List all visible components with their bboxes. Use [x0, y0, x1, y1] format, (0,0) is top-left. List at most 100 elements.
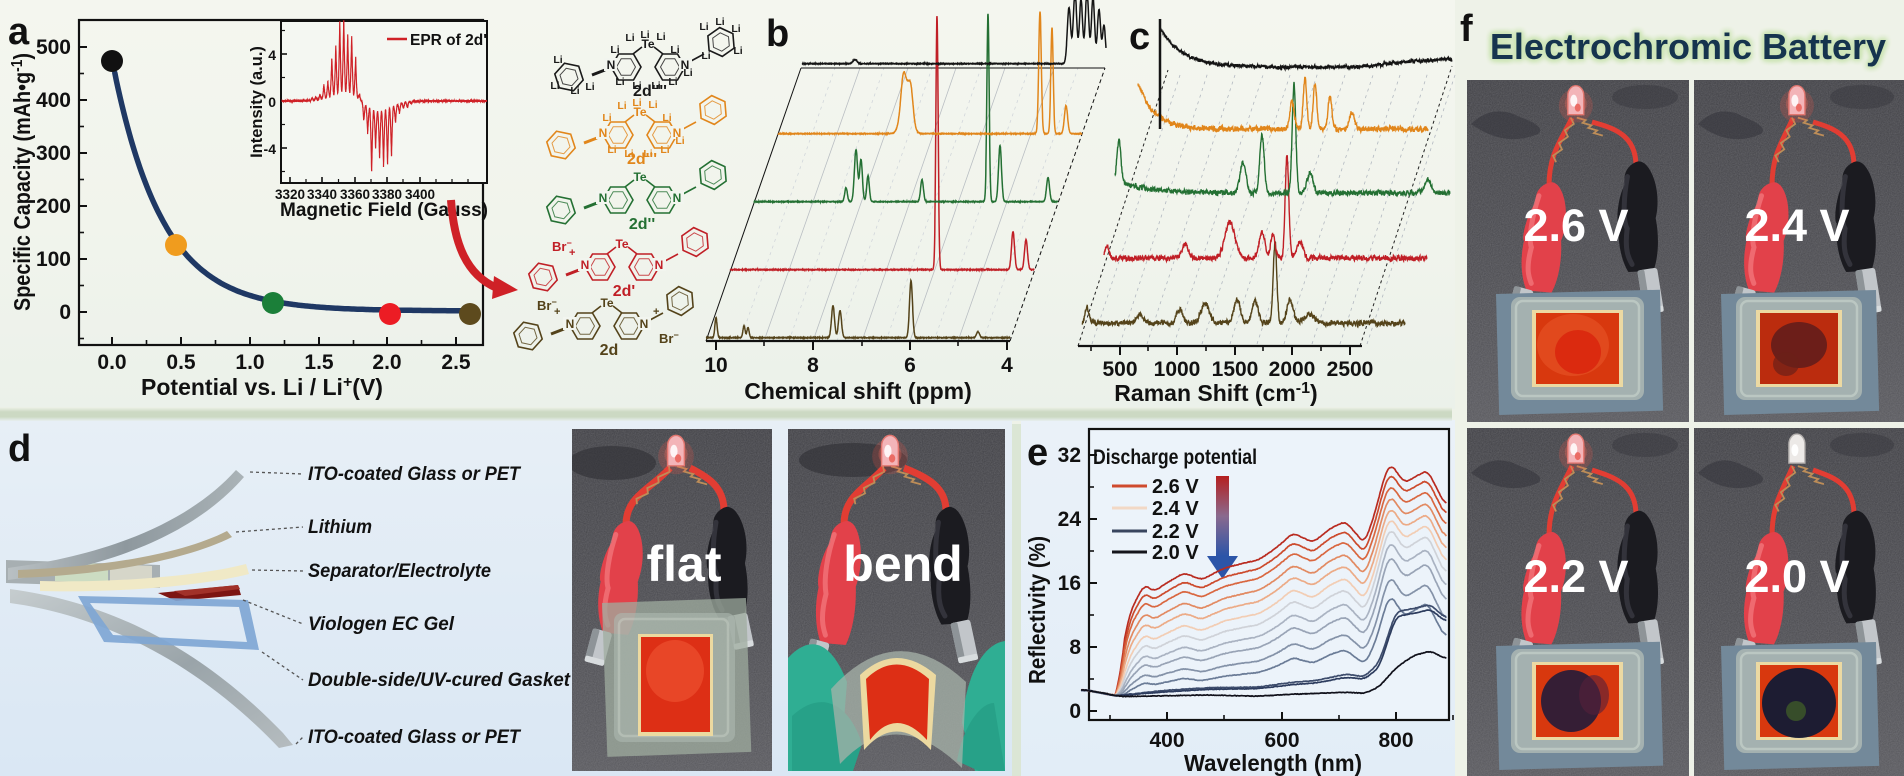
svg-text:10: 10	[704, 354, 727, 377]
svg-text:Li: Li	[660, 144, 669, 156]
svg-text:Li: Li	[625, 32, 634, 44]
svg-text:Li: Li	[675, 135, 684, 147]
svg-text:800: 800	[1378, 729, 1413, 752]
svg-text:a: a	[8, 11, 30, 53]
svg-text:0: 0	[1069, 700, 1081, 723]
svg-text:2.6 V: 2.6 V	[1152, 476, 1199, 498]
svg-text:Li: Li	[553, 54, 562, 66]
svg-text:6: 6	[904, 354, 916, 377]
svg-text:Electrochromic Battery: Electrochromic Battery	[1490, 26, 1886, 67]
svg-text:Li: Li	[640, 29, 649, 41]
svg-text:200: 200	[36, 195, 71, 218]
svg-text:Li: Li	[585, 81, 594, 93]
svg-text:Li: Li	[610, 44, 619, 56]
svg-text:2.2 V: 2.2 V	[1523, 551, 1628, 602]
svg-text:Li: Li	[615, 76, 624, 88]
svg-text:ITO-coated Glass or PET: ITO-coated Glass or PET	[308, 464, 521, 485]
svg-text:Li: Li	[715, 16, 724, 28]
svg-text:Chemical shift (ppm): Chemical shift (ppm)	[744, 378, 971, 404]
svg-text:2d'''': 2d''''	[633, 83, 667, 100]
svg-text:N: N	[607, 58, 616, 72]
svg-text:2d'': 2d''	[629, 216, 655, 233]
svg-text:bend: bend	[843, 536, 962, 592]
svg-text:Discharge potential: Discharge potential	[1093, 446, 1257, 469]
svg-text:3320: 3320	[275, 187, 305, 202]
svg-text:400: 400	[1149, 729, 1184, 752]
svg-text:-4: -4	[264, 141, 277, 157]
svg-text:2d': 2d'	[613, 283, 635, 300]
svg-text:Te: Te	[641, 37, 654, 51]
svg-text:32: 32	[1058, 444, 1081, 467]
svg-text:400: 400	[36, 89, 71, 112]
svg-text:e: e	[1027, 432, 1048, 474]
svg-text:0: 0	[268, 94, 276, 110]
svg-text:1.5: 1.5	[304, 351, 334, 374]
svg-text:3340: 3340	[307, 187, 337, 202]
svg-text:Potential vs. Li / Li+(V): Potential vs. Li / Li+(V)	[141, 374, 383, 401]
svg-text:2.4 V: 2.4 V	[1744, 200, 1849, 251]
svg-text:2.2 V: 2.2 V	[1152, 521, 1199, 543]
svg-text:0.0: 0.0	[97, 351, 126, 374]
svg-text:Te: Te	[600, 296, 613, 310]
svg-text:N: N	[655, 258, 664, 272]
svg-text:4: 4	[1001, 354, 1013, 377]
svg-text:2.4 V: 2.4 V	[1152, 498, 1199, 520]
svg-text:500: 500	[36, 36, 71, 59]
svg-text:Li: Li	[570, 85, 579, 97]
svg-text:1.0: 1.0	[235, 351, 264, 374]
svg-text:+: +	[653, 306, 659, 318]
svg-text:100: 100	[36, 248, 71, 271]
svg-text:2000: 2000	[1269, 358, 1316, 381]
svg-text:300: 300	[36, 142, 71, 165]
svg-text:8: 8	[807, 354, 819, 377]
svg-text:Reflectivity (%): Reflectivity (%)	[1024, 536, 1050, 684]
svg-text:Li: Li	[733, 45, 742, 57]
svg-text:Intensity (a.u.): Intensity (a.u.)	[248, 46, 266, 158]
svg-text:N: N	[681, 58, 690, 72]
svg-text:Li: Li	[656, 31, 665, 43]
svg-text:N: N	[599, 126, 608, 140]
svg-text:Te: Te	[633, 170, 646, 184]
svg-text:d: d	[8, 428, 31, 470]
svg-text:2d''': 2d'''	[627, 151, 657, 168]
svg-text:flat: flat	[647, 536, 722, 592]
svg-text:Te: Te	[615, 237, 628, 251]
svg-text:Li: Li	[670, 44, 679, 56]
svg-text:ITO-coated Glass or PET: ITO-coated Glass or PET	[308, 727, 521, 748]
svg-text:Magnetic Field (Gauss): Magnetic Field (Gauss)	[280, 200, 488, 221]
svg-text:Li: Li	[632, 97, 641, 109]
svg-text:2.0 V: 2.0 V	[1152, 542, 1199, 564]
svg-text:2.6 V: 2.6 V	[1523, 200, 1628, 251]
svg-text:Wavelength (nm): Wavelength (nm)	[1184, 750, 1362, 776]
svg-text:N: N	[566, 317, 575, 331]
svg-text:Li: Li	[731, 23, 740, 35]
svg-text:Li: Li	[683, 67, 692, 79]
svg-text:Li: Li	[643, 148, 652, 160]
svg-text:+: +	[569, 247, 575, 259]
svg-text:3380: 3380	[372, 187, 402, 202]
svg-text:2500: 2500	[1327, 358, 1374, 381]
svg-text:16: 16	[1058, 572, 1081, 595]
svg-text:Li: Li	[550, 80, 559, 92]
svg-text:Lithium: Lithium	[308, 517, 372, 538]
svg-text:+: +	[554, 306, 560, 318]
svg-text:Specific Capacity (mAh•g-1): Specific Capacity (mAh•g-1)	[9, 53, 36, 311]
svg-text:2.5: 2.5	[441, 351, 471, 374]
svg-text:N: N	[599, 191, 608, 205]
svg-text:Li: Li	[651, 80, 660, 92]
svg-text:Li: Li	[617, 100, 626, 112]
svg-text:Br−: Br−	[659, 330, 679, 346]
svg-text:Separator/Electrolyte: Separator/Electrolyte	[308, 561, 491, 582]
svg-text:8: 8	[1069, 636, 1081, 659]
svg-text:600: 600	[1264, 729, 1299, 752]
svg-text:Li: Li	[602, 112, 611, 124]
svg-text:b: b	[766, 13, 789, 55]
svg-text:Li: Li	[632, 80, 641, 92]
svg-text:Te: Te	[633, 105, 646, 119]
svg-text:Li: Li	[668, 76, 677, 88]
svg-text:24: 24	[1058, 508, 1082, 531]
svg-text:2.0: 2.0	[372, 351, 401, 374]
svg-text:N: N	[581, 258, 590, 272]
svg-text:c: c	[1129, 16, 1150, 58]
svg-text:2d: 2d	[600, 342, 619, 359]
